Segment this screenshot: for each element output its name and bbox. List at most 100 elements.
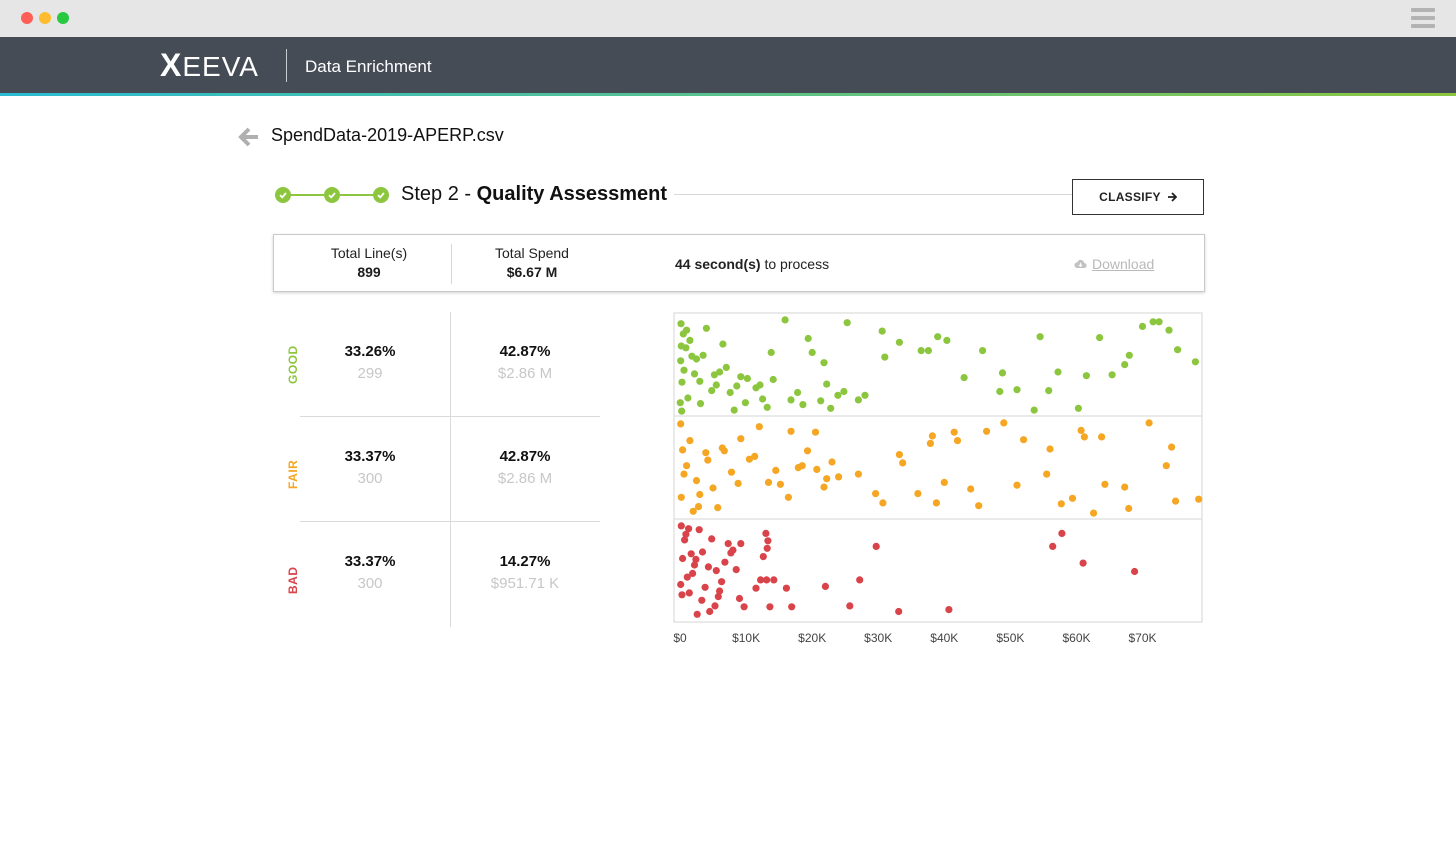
scatter-point-fair: [1098, 433, 1106, 441]
scatter-point-good: [808, 348, 816, 357]
scatter-point-fair: [899, 459, 907, 467]
scatter-point-bad: [698, 548, 707, 556]
scatter-point-good: [996, 387, 1004, 396]
scatter-point-fair: [835, 473, 843, 481]
good-spend-pct: 42.87%: [499, 343, 551, 360]
scatter-point-good: [1125, 351, 1133, 359]
spend-quality-scatter-chart: $0 $10K $20K $30K $40K $50K $60K $70K: [673, 312, 1203, 645]
scatter-point-good: [737, 373, 745, 381]
step-prefix: Step 2 -: [401, 183, 477, 205]
fair-lines-count: 300: [357, 470, 383, 487]
scatter-point-good: [781, 316, 789, 324]
scatter-point-good: [678, 407, 686, 415]
scatter-point-good: [843, 319, 851, 327]
scatter-point-good: [924, 347, 932, 355]
scatter-point-good: [1054, 368, 1062, 376]
scatter-point-fair: [932, 499, 940, 507]
scatter-point-fair: [1145, 419, 1153, 427]
close-window-button[interactable]: [21, 12, 33, 24]
progress-stepper: [275, 187, 389, 203]
scatter-point-good: [719, 340, 727, 348]
minimize-window-button[interactable]: [39, 12, 51, 24]
scatter-point-good: [677, 342, 685, 350]
scatter-point-fair: [950, 428, 958, 436]
scatter-point-good: [1174, 346, 1182, 354]
scatter-point-bad: [846, 602, 854, 610]
scatter-point-bad: [763, 544, 771, 552]
scatter-point-good: [854, 396, 862, 404]
scatter-point-fair: [787, 427, 795, 435]
scatter-point-bad: [698, 596, 706, 604]
fair-spend-value: $2.86 M: [497, 470, 553, 487]
scatter-point-fair: [1121, 483, 1129, 491]
total-spend: Total Spend $6.67 M: [482, 245, 582, 280]
x-tick-label: $30K: [864, 631, 892, 645]
brand-name: XEEVA: [160, 46, 259, 83]
scatter-point-fair: [823, 475, 831, 483]
scatter-point-fair: [820, 483, 828, 491]
total-spend-value: $6.67 M: [506, 264, 558, 280]
back-arrow-icon[interactable]: [238, 126, 260, 148]
scatter-point-fair: [727, 468, 736, 476]
scatter-point-bad: [788, 603, 796, 611]
scatter-point-bad: [1079, 559, 1087, 567]
scatter-point-fair: [1046, 445, 1054, 453]
fair-lines-cell: 33.37% 300: [295, 448, 445, 487]
scatter-point-bad: [714, 593, 722, 601]
scatter-point-good: [1191, 358, 1199, 366]
scatter-point-good: [881, 353, 889, 361]
scatter-point-bad: [711, 602, 719, 610]
scatter-point-bad: [704, 563, 712, 571]
scatter-point-bad: [677, 580, 685, 589]
good-lines-pct: 33.26%: [344, 343, 396, 360]
scatter-point-fair: [720, 447, 728, 455]
maximize-window-button[interactable]: [57, 12, 69, 24]
cloud-download-icon: [1074, 259, 1087, 269]
scatter-point-good: [1155, 318, 1163, 326]
scatter-point-good: [730, 406, 738, 414]
scatter-point-fair: [784, 493, 792, 501]
scatter-point-fair: [1013, 481, 1021, 489]
scatter-point-bad: [682, 530, 690, 538]
scatter-point-good: [834, 391, 842, 399]
scatter-point-bad: [681, 536, 689, 544]
scatter-point-fair: [745, 455, 753, 463]
fair-lines-pct: 33.37%: [344, 448, 396, 465]
total-spend-label: Total Spend: [495, 245, 569, 261]
brand-logo[interactable]: XEEVA: [160, 47, 259, 83]
x-tick-label: $70K: [1128, 631, 1156, 645]
scatter-point-fair: [1068, 494, 1077, 502]
scatter-point-fair: [680, 470, 688, 478]
scatter-point-fair: [776, 480, 784, 488]
scatter-point-good: [960, 374, 968, 382]
scatter-point-good: [934, 333, 942, 341]
step-name: Quality Assessment: [476, 183, 668, 205]
scatter-point-fair: [1162, 462, 1170, 470]
scatter-point-good: [917, 347, 925, 355]
scatter-point-good: [710, 371, 718, 379]
scatter-point-bad: [757, 576, 765, 584]
scatter-point-bad: [766, 603, 774, 611]
scatter-point-fair: [751, 452, 759, 460]
scatter-point-fair: [686, 437, 694, 445]
header-accent-line: [0, 93, 1456, 96]
scatter-point-good: [895, 338, 903, 346]
scatter-point-bad: [762, 529, 770, 537]
bad-spend-pct: 14.27%: [499, 553, 551, 570]
quality-row-good: GOOD 33.26% 299 42.87% $2.86 M: [280, 312, 600, 417]
classify-button[interactable]: CLASSIFY: [1072, 179, 1204, 215]
app-title: Data Enrichment: [305, 57, 432, 76]
window-titlebar: [0, 0, 1456, 37]
scatter-point-good: [1036, 333, 1044, 341]
scatter-point-bad: [821, 582, 829, 590]
scatter-point-bad: [689, 569, 697, 577]
scatter-point-fair: [983, 427, 991, 435]
scatter-point-bad: [712, 567, 720, 575]
process-time: 44 second(s) to process: [675, 256, 829, 272]
scatter-point-fair: [677, 420, 685, 428]
hamburger-icon[interactable]: [1411, 8, 1435, 28]
download-link[interactable]: Download: [1074, 256, 1154, 272]
scatter-point-fair: [677, 493, 685, 501]
scatter-point-fair: [696, 490, 704, 499]
scatter-point-bad: [1049, 542, 1057, 550]
